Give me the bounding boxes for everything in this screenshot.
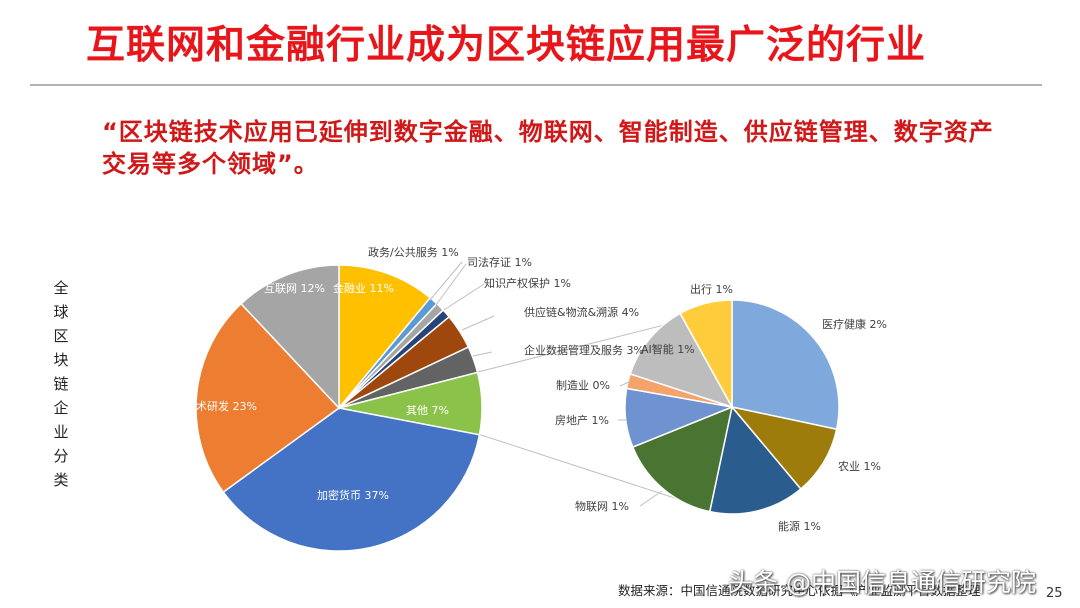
- data-label-8: 技术研发 23%: [185, 399, 257, 413]
- data-label-1: 政务/公共服务 1%: [368, 245, 459, 259]
- sub-slice-6: [629, 312, 734, 409]
- slice-9: [240, 264, 340, 410]
- leader-line-2: [435, 263, 467, 306]
- summary-quote: “区块链技术应用已延伸到数字金融、物联网、智能制造、供应链管理、数字资产交易等多…: [102, 118, 994, 178]
- sub-data-label-0: 医疗健康 2%: [822, 317, 887, 331]
- chart-title: 全球区块链企业分类: [53, 279, 69, 489]
- slice-0: [338, 264, 432, 411]
- sub-leader-line-5: [619, 380, 632, 387]
- secondary-pie: [624, 299, 840, 515]
- sub-leader-line-3: [639, 490, 663, 507]
- slice-labels: 金融业 11% 政务/公共服务 1% 司法存证 1% 知识产权保护 1% 供应链&物流&…: [185, 245, 887, 533]
- sub-slice-7: [679, 299, 733, 410]
- leader-line-5: [472, 351, 493, 357]
- leader-line-4: [461, 315, 495, 331]
- sub-data-label-7: 出行 1%: [690, 282, 733, 296]
- data-label-3: 知识产权保护 1%: [484, 276, 571, 290]
- sub-data-label-4: 房地产 1%: [555, 413, 609, 427]
- data-label-9: 互联网 12%: [264, 282, 325, 295]
- main-pie: [195, 264, 483, 552]
- sub-data-label-6: AI智能 1%: [641, 342, 695, 356]
- data-label-4: 供应链&物流&溯源 4%: [524, 305, 639, 319]
- breakout-connectors: [477, 321, 691, 504]
- data-label-5: 企业数据管理及服务 3%: [524, 343, 644, 357]
- page-number: 25: [1046, 586, 1063, 601]
- sub-slice-0: [731, 299, 840, 431]
- sub-data-label-2: 能源 1%: [778, 519, 821, 533]
- sub-data-label-5: 制造业 0%: [556, 378, 610, 392]
- source-note: 数据来源：中国信通院数据研究中心依据《产业监测平台数据整理: [618, 583, 981, 598]
- sub-slice-3: [631, 405, 734, 513]
- connector-bottom: [477, 433, 691, 504]
- sub-data-label-3: 物联网 1%: [575, 499, 629, 513]
- leader-line-3: [443, 283, 485, 311]
- slice-8: [195, 302, 341, 494]
- slice-7: [222, 407, 481, 552]
- title-divider: [30, 84, 1042, 86]
- sub-slice-2: [708, 405, 802, 515]
- connector-top: [477, 321, 677, 373]
- sub-slice-1: [730, 405, 838, 491]
- data-label-7: 加密货币 37%: [317, 488, 389, 502]
- leader-line-1: [429, 261, 463, 301]
- sub-data-label-1: 农业 1%: [838, 459, 881, 473]
- data-label-0: 金融业 11%: [333, 281, 394, 295]
- page-title: 互联网和金融行业成为区块链应用最广泛的行业: [86, 23, 927, 68]
- data-label-2: 司法存证 1%: [467, 255, 532, 269]
- data-label-6: 其他 7%: [406, 404, 449, 417]
- watermark: 头条 @中国信息通信研究院: [728, 568, 1036, 597]
